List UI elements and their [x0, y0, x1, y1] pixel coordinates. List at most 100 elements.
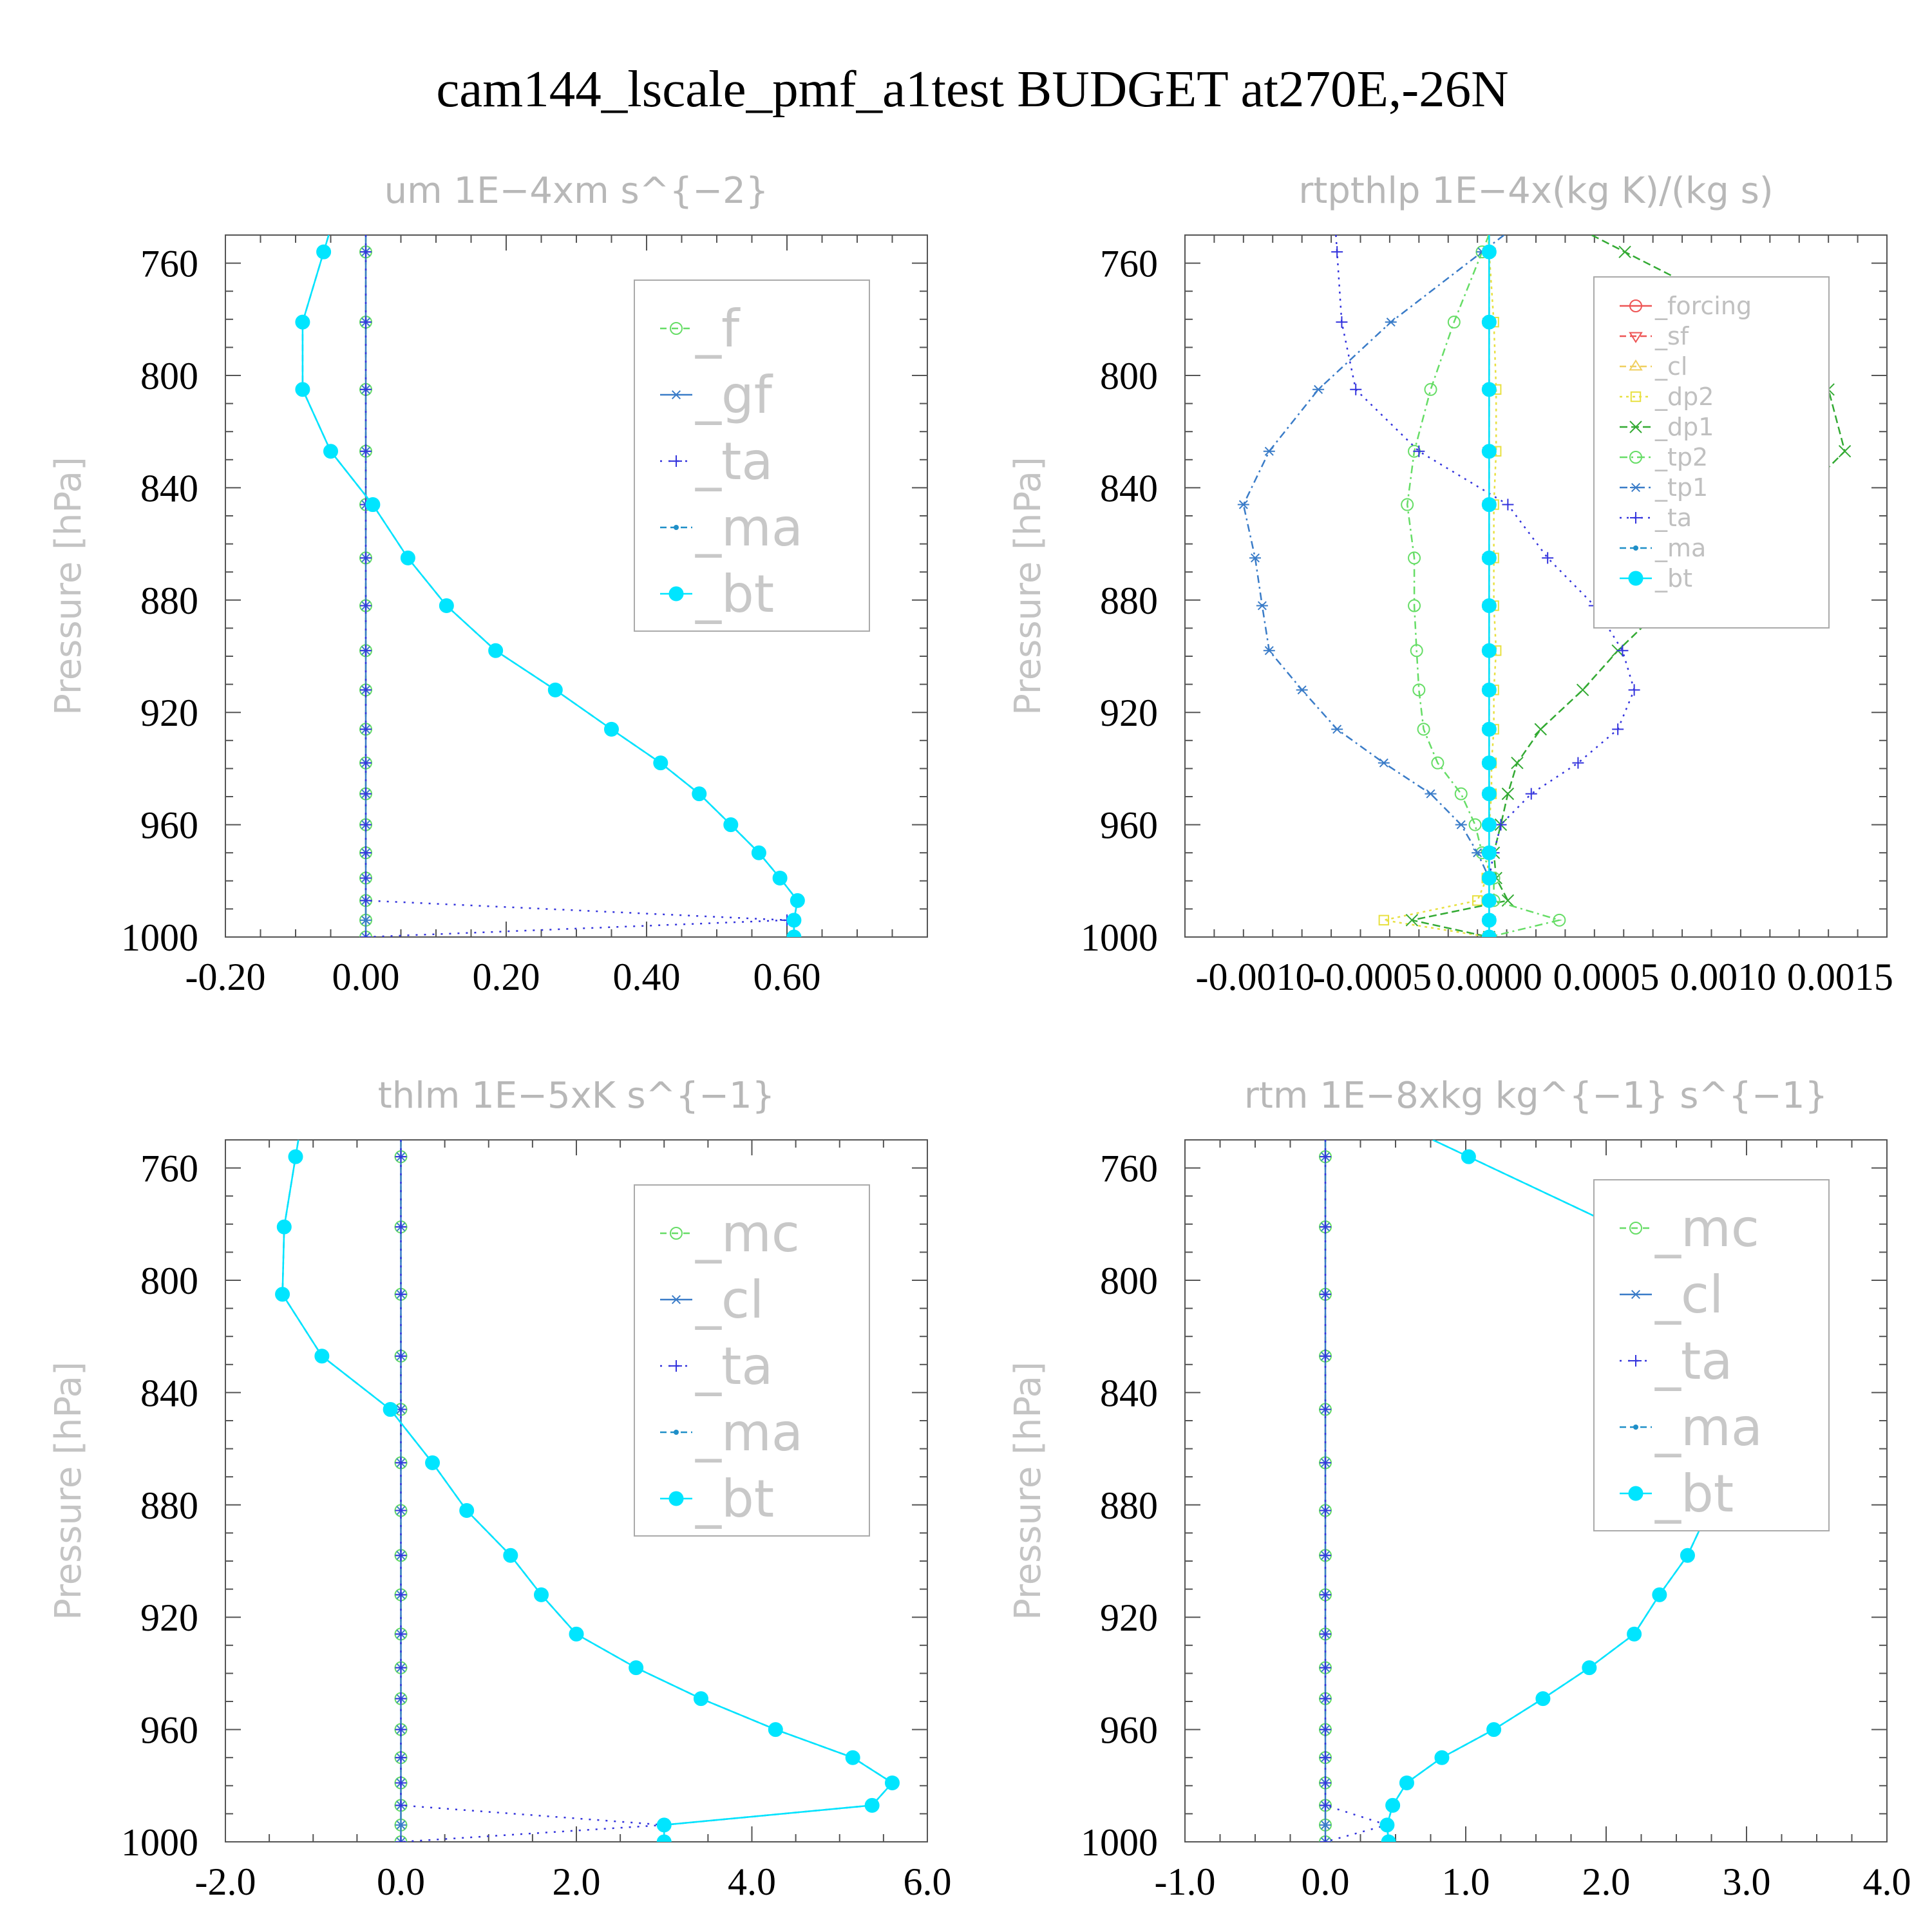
- data-point: [1320, 1777, 1331, 1789]
- data-point: [395, 1820, 407, 1830]
- legend-marker: [1629, 421, 1642, 433]
- x-tick-label: -1.0: [1155, 1861, 1216, 1903]
- chart-panel: thlm 1E−5xK s^{−1} Pressure [hPa] 760 800 84…: [48, 1075, 952, 1903]
- y-tick-label: 1000: [1081, 916, 1158, 959]
- data-point: [360, 872, 372, 884]
- y-tick-label: 760: [140, 243, 198, 285]
- data-point: [395, 1221, 407, 1233]
- data-point: [360, 788, 372, 800]
- data-point: [1481, 598, 1497, 614]
- legend-marker: [1629, 332, 1643, 343]
- x-tick-label: 0.00: [332, 956, 400, 998]
- data-point: [1320, 1837, 1331, 1842]
- legend-label: _forcing: [1654, 292, 1752, 320]
- series-line: [1406, 235, 1563, 937]
- data-point: [360, 931, 372, 937]
- data-point: [295, 382, 310, 397]
- data-point: [1417, 723, 1430, 736]
- data-point: [723, 817, 739, 833]
- data-point: [1535, 1691, 1551, 1707]
- legend-label: _cl: [1654, 1265, 1723, 1325]
- data-point: [1454, 787, 1468, 800]
- x-tick-label: 4.0: [728, 1861, 776, 1903]
- data-point: [1424, 383, 1437, 396]
- legend-marker: [668, 1491, 684, 1506]
- data-point: [395, 1504, 407, 1517]
- data-point: [1680, 1548, 1695, 1563]
- x-tick-label: 1.0: [1442, 1861, 1490, 1903]
- data-point: [1336, 316, 1348, 328]
- data-point: [1481, 643, 1497, 658]
- series-line: [1335, 235, 1635, 937]
- data-point: [395, 1692, 407, 1705]
- data-point: [1481, 755, 1497, 771]
- data-point: [1263, 446, 1275, 456]
- data-point: [1412, 683, 1426, 697]
- legend-marker: [670, 1360, 682, 1372]
- data-point: [1381, 1834, 1396, 1842]
- chart-panel: rtm 1E−8xkg kg^{−1} s^{−1} Pressure [hPa]…: [1007, 1075, 1911, 1903]
- data-point: [1627, 1626, 1642, 1642]
- data-point: [1481, 382, 1497, 397]
- legend-marker: [1630, 482, 1642, 493]
- legend-label: _ta: [1654, 504, 1692, 532]
- data-point: [845, 1750, 860, 1765]
- data-point: [1481, 817, 1497, 833]
- data-point: [316, 244, 332, 260]
- data-point: [1481, 550, 1497, 565]
- panel-title: rtm 1E−8xkg kg^{−1} s^{−1}: [1244, 1075, 1828, 1117]
- data-point: [275, 1287, 290, 1302]
- data-point: [1652, 1587, 1667, 1602]
- legend-label: _ta: [695, 431, 773, 491]
- x-tick-label: -0.20: [185, 956, 266, 998]
- data-point: [1481, 682, 1497, 697]
- series-line: [1383, 235, 1497, 937]
- y-tick-label: 920: [140, 1596, 198, 1639]
- data-point: [1296, 685, 1308, 695]
- legend-label: _ma: [1654, 534, 1706, 562]
- legend: _mc_cl_ta_ma_bt: [1593, 1179, 1830, 1531]
- figure-title: cam144_lscale_pmf_a1test BUDGET at270E,-…: [436, 60, 1508, 118]
- data-point: [1481, 929, 1497, 937]
- y-tick-label: 920: [1100, 692, 1158, 734]
- data-point: [1542, 552, 1554, 564]
- y-tick-label: 800: [140, 355, 198, 397]
- data-point: [1320, 1504, 1331, 1517]
- legend-label: _cl: [1654, 352, 1687, 381]
- panel-title: thlm 1E−5xK s^{−1}: [378, 1075, 775, 1117]
- legend-marker: [670, 390, 682, 400]
- data-point: [1320, 1836, 1331, 1842]
- legend-marker: [1629, 359, 1643, 371]
- data-point: [1408, 599, 1421, 612]
- data-point: [786, 929, 802, 937]
- legend-label: _ta: [1654, 1331, 1732, 1391]
- data-point: [395, 1836, 407, 1842]
- data-point: [1425, 789, 1437, 799]
- data-point: [288, 1149, 303, 1164]
- data-point: [360, 684, 372, 696]
- data-point: [1320, 1549, 1331, 1562]
- y-tick-label: 960: [1100, 804, 1158, 847]
- series-line: [1324, 1140, 1390, 1842]
- legend-label: _f: [695, 299, 741, 359]
- legend: _mc_cl_ta_ma_bt: [634, 1184, 870, 1537]
- legend-label: _bt: [1654, 1464, 1734, 1524]
- data-point: [1320, 1151, 1331, 1163]
- data-point: [1237, 500, 1249, 509]
- y-axis-label: Pressure [hPa]: [48, 1361, 90, 1620]
- data-point: [1378, 758, 1390, 768]
- legend-box: [634, 279, 870, 632]
- data-point: [534, 1587, 549, 1602]
- data-point: [1401, 498, 1414, 511]
- data-point: [1455, 820, 1467, 829]
- y-axis-label: Pressure [hPa]: [48, 457, 90, 715]
- y-axis-label: Pressure [hPa]: [1007, 1361, 1049, 1620]
- x-tick-label: -0.0005: [1312, 956, 1432, 998]
- data-point: [693, 1691, 708, 1707]
- data-point: [864, 1797, 880, 1813]
- y-tick-label: 920: [1100, 1596, 1158, 1639]
- legend-label: _dp1: [1654, 413, 1714, 441]
- data-point: [360, 757, 372, 769]
- x-tick-label: -2.0: [195, 1861, 256, 1903]
- data-point: [692, 786, 707, 802]
